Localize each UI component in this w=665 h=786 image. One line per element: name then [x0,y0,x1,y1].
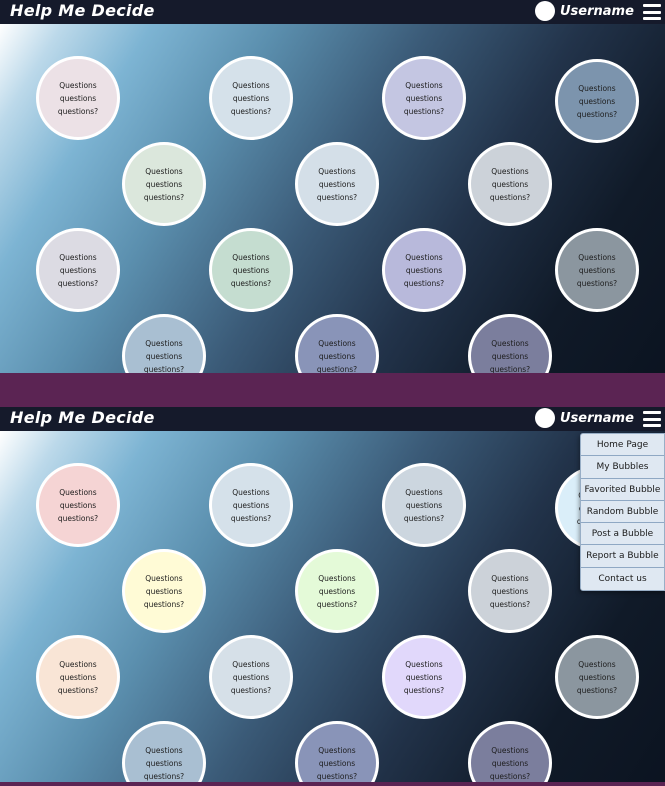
question-bubble[interactable]: Questions questions questions? [295,314,379,373]
bubble-question-text: Questions questions questions? [403,80,445,116]
question-bubble[interactable]: Questions questions questions? [295,549,379,633]
bubble-question-text: Questions questions questions? [143,573,185,609]
question-bubble[interactable]: Questions questions questions? [468,314,552,373]
question-bubble[interactable]: Questions questions questions? [36,56,120,140]
question-bubble[interactable]: Questions questions questions? [122,314,206,373]
bubble-question-text: Questions questions questions? [489,338,531,374]
username-label[interactable]: Username [560,411,634,426]
username-label[interactable]: Username [560,4,634,19]
question-bubble[interactable]: Questions questions questions? [555,228,639,312]
question-bubble[interactable]: Questions questions questions? [382,635,466,719]
bubble-question-text: Questions questions questions? [57,80,99,116]
hamburger-menu-icon[interactable] [643,4,661,20]
bubble-question-text: Questions questions questions? [316,573,358,609]
question-bubble[interactable]: Questions questions questions? [295,721,379,782]
bubble-question-text: Questions questions questions? [57,487,99,523]
question-bubble[interactable]: Questions questions questions? [209,635,293,719]
menu-item-favorited-bubble[interactable]: Favorited Bubble [581,479,664,501]
question-bubble[interactable]: Questions questions questions? [468,142,552,226]
menu-item-random-bubble[interactable]: Random Bubble [581,501,664,524]
bubble-question-text: Questions questions questions? [403,659,445,695]
bubble-question-text: Questions questions questions? [143,745,185,781]
bubble-question-text: Questions questions questions? [230,252,272,288]
question-bubble[interactable]: Questions questions questions? [555,59,639,143]
bubble-question-text: Questions questions questions? [403,252,445,288]
question-bubble[interactable]: Questions questions questions? [36,228,120,312]
menu-item-my-bubbles[interactable]: My Bubbles [581,456,664,479]
bubble-question-text: Questions questions questions? [316,338,358,374]
header-bar: Help Me Decide Username [0,0,665,24]
bubble-question-text: Questions questions questions? [489,573,531,609]
bubble-question-text: Questions questions questions? [489,166,531,202]
question-bubble[interactable]: Questions questions questions? [468,549,552,633]
header-bar: Help Me Decide Username [0,407,665,431]
app-title[interactable]: Help Me Decide [10,408,155,427]
nav-dropdown-menu: Home Page My Bubbles Favorited Bubble Ra… [580,433,665,592]
bubble-question-text: Questions questions questions? [576,83,618,119]
question-bubble[interactable]: Questions questions questions? [36,463,120,547]
bubble-field: Questions questions questions? Questions … [0,24,665,373]
menu-item-contact-us[interactable]: Contact us [598,573,647,584]
bubble-question-text: Questions questions questions? [576,659,618,695]
screen-default: Help Me Decide Username Questions questi… [0,0,665,373]
bubble-question-text: Questions questions questions? [143,338,185,374]
bubble-question-text: Questions questions questions? [57,659,99,695]
question-bubble[interactable]: Questions questions questions? [468,721,552,782]
question-bubble[interactable]: Questions questions questions? [382,463,466,547]
bubble-question-text: Questions questions questions? [316,166,358,202]
bubble-question-text: Questions questions questions? [576,252,618,288]
menu-item-home-page[interactable]: Home Page [581,434,664,457]
bubble-question-text: Questions questions questions? [316,745,358,781]
bubble-question-text: Questions questions questions? [57,252,99,288]
bubble-question-text: Questions questions questions? [230,487,272,523]
question-bubble[interactable]: Questions questions questions? [382,228,466,312]
bubble-question-text: Questions questions questions? [230,80,272,116]
question-bubble[interactable]: Questions questions questions? [122,549,206,633]
question-bubble[interactable]: Questions questions questions? [36,635,120,719]
menu-item-post-a-bubble[interactable]: Post a Bubble [581,523,664,546]
bubble-question-text: Questions questions questions? [489,745,531,781]
bubble-field: Questions questions questions? Questions … [0,431,665,782]
question-bubble[interactable]: Questions questions questions? [295,142,379,226]
screen-menu-open: Help Me Decide Username Questions questi… [0,407,665,782]
hamburger-menu-icon[interactable] [643,411,661,427]
app-title[interactable]: Help Me Decide [10,1,155,20]
bubble-question-text: Questions questions questions? [230,659,272,695]
avatar[interactable] [535,1,555,21]
avatar[interactable] [535,408,555,428]
bubble-question-text: Questions questions questions? [143,166,185,202]
question-bubble[interactable]: Questions questions questions? [122,721,206,782]
question-bubble[interactable]: Questions questions questions? [555,635,639,719]
question-bubble[interactable]: Questions questions questions? [209,56,293,140]
question-bubble[interactable]: Questions questions questions? [382,56,466,140]
question-bubble[interactable]: Questions questions questions? [209,228,293,312]
menu-item-report-a-bubble[interactable]: Report a Bubble [581,545,664,568]
bubble-question-text: Questions questions questions? [403,487,445,523]
question-bubble[interactable]: Questions questions questions? [209,463,293,547]
question-bubble[interactable]: Questions questions questions? [122,142,206,226]
